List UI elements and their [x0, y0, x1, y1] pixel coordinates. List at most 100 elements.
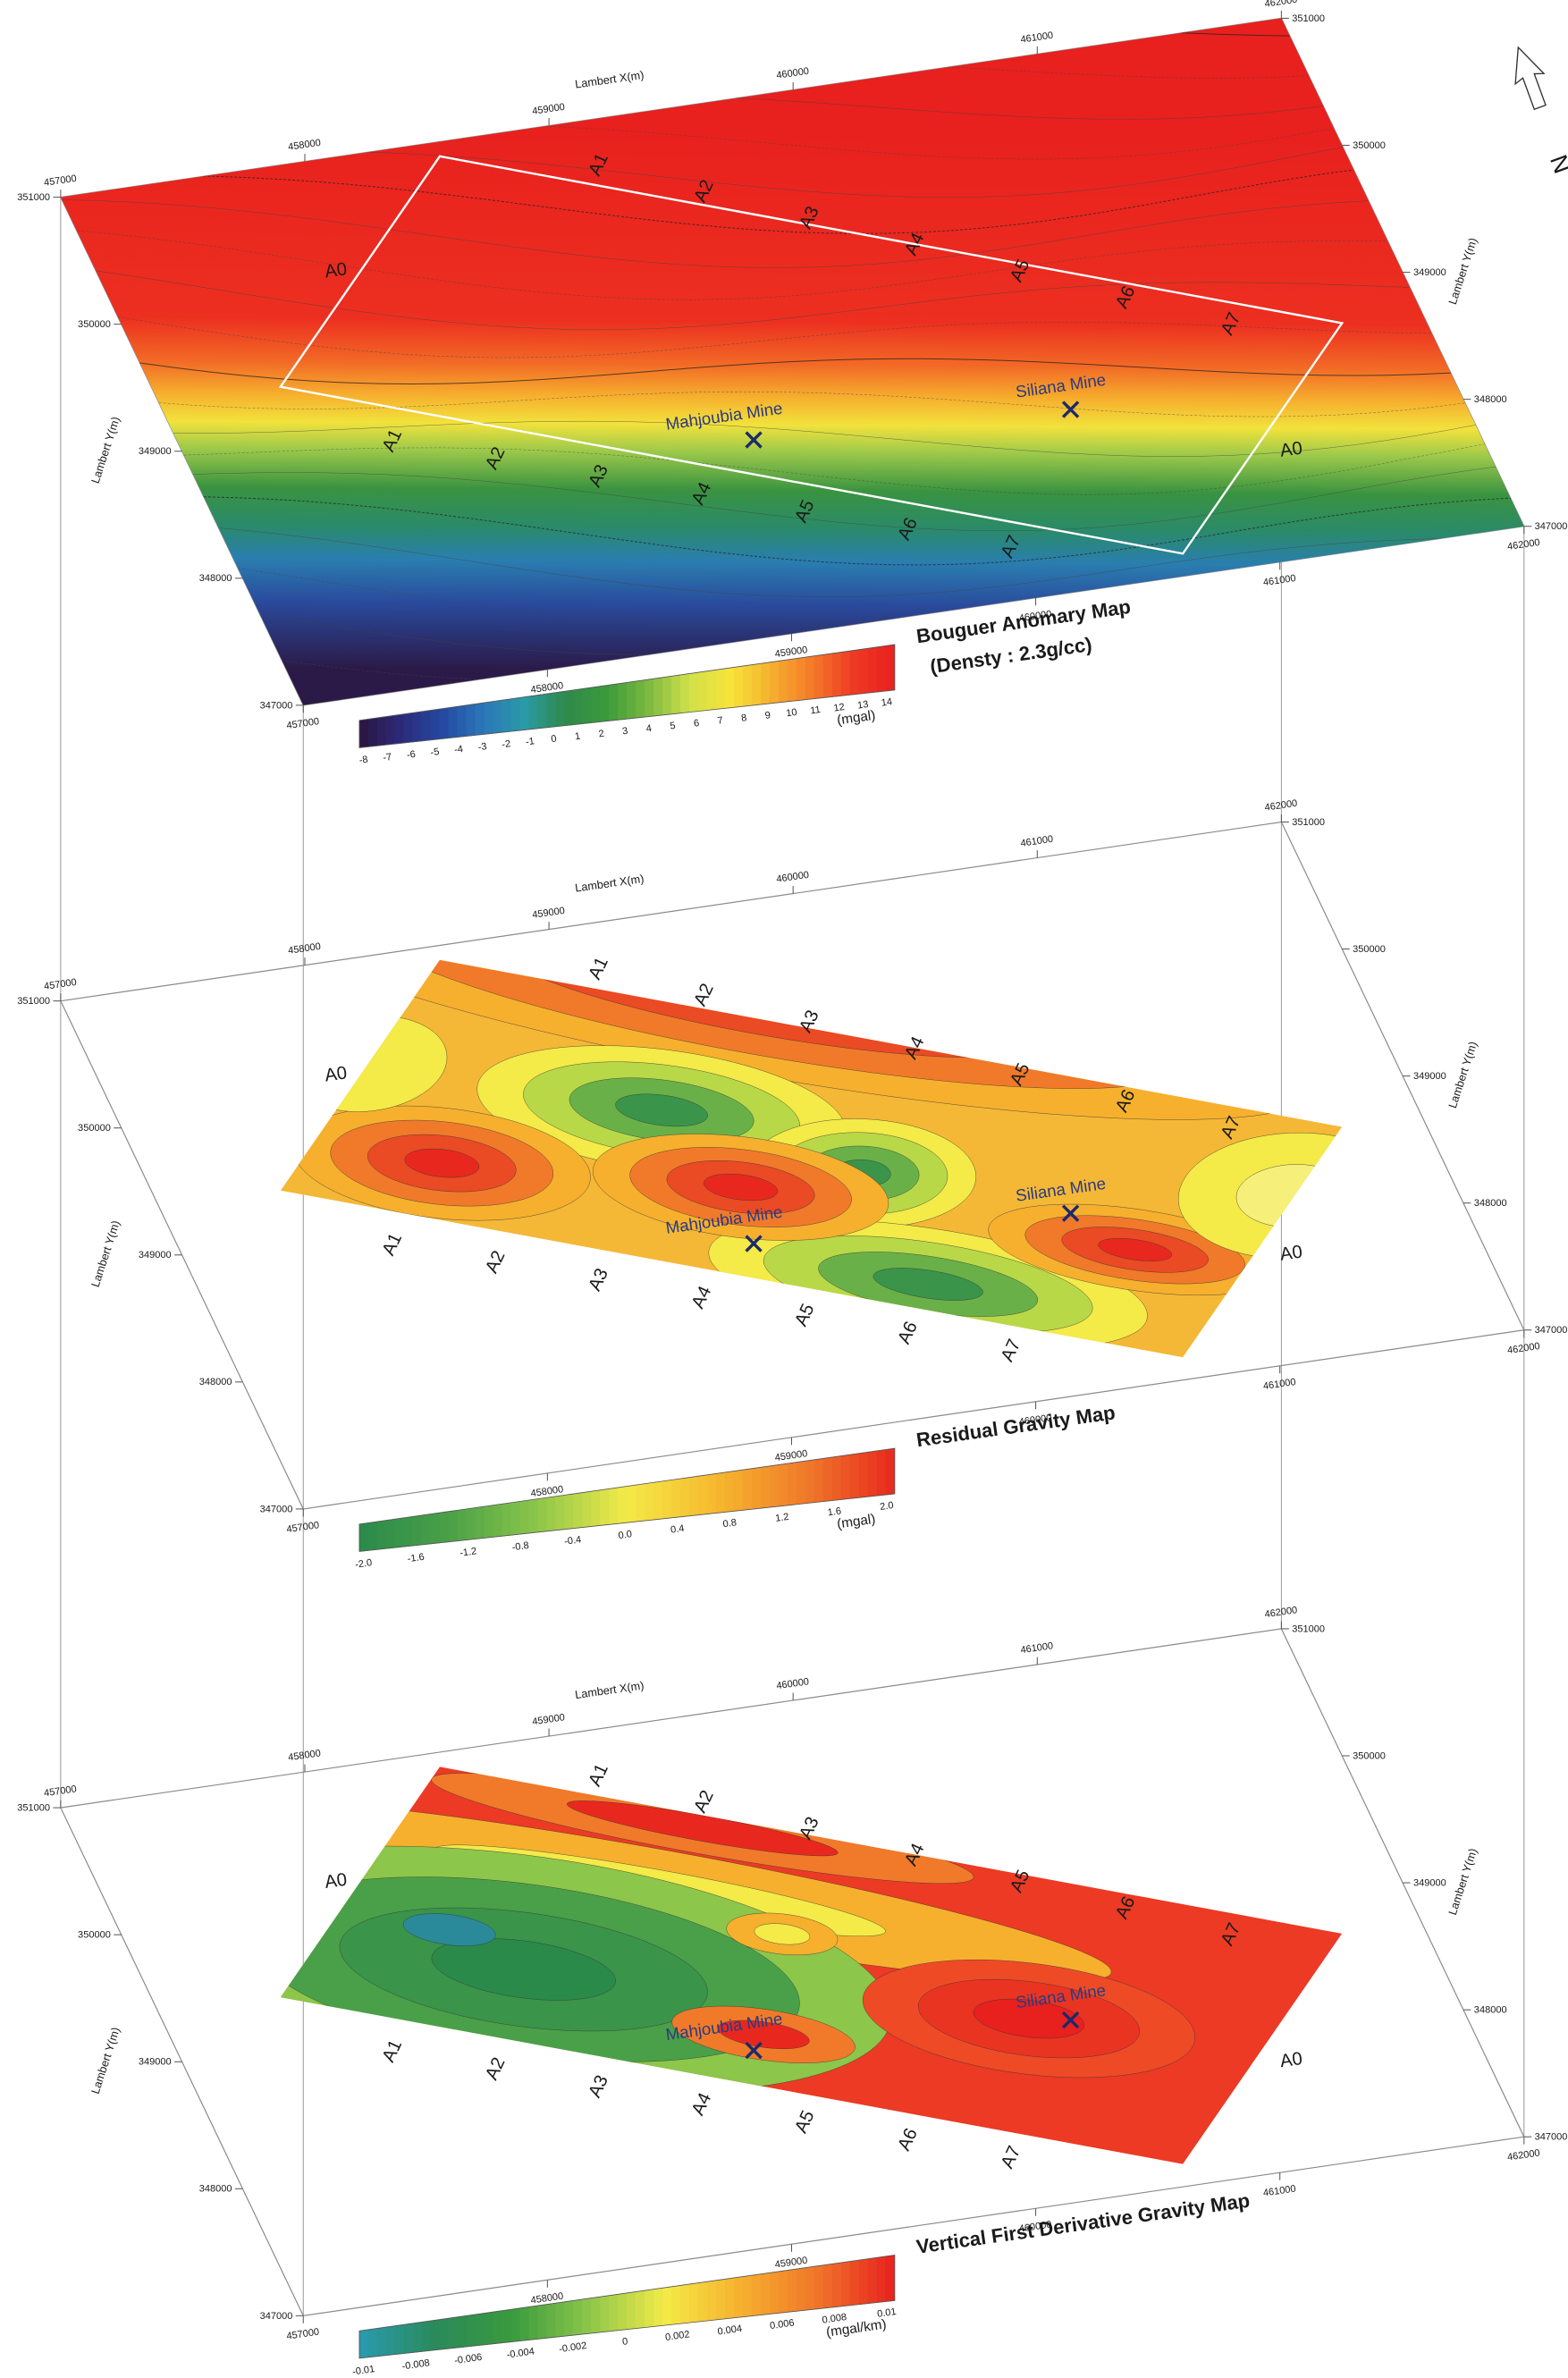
- colorbar-segment: [823, 654, 832, 698]
- colorbar-segment: [743, 1469, 752, 1511]
- colorbar-segment: [485, 2312, 493, 2345]
- colorbar-segment: [422, 711, 431, 741]
- colorbar-segment: [386, 2326, 395, 2356]
- colorbar-segment: [485, 702, 493, 735]
- colorbar-segment: [841, 2262, 850, 2306]
- colorbar-segment: [592, 2297, 601, 2333]
- colorbar-segment: [431, 709, 440, 740]
- colorbar-segment: [359, 2330, 368, 2358]
- colorbar-segment: [583, 2298, 592, 2334]
- colorbar-segment: [627, 1485, 636, 1522]
- colorbar-label: 8: [740, 713, 747, 724]
- y-tick-label: 348000: [1474, 1198, 1507, 1209]
- colorbar-segment: [868, 1451, 877, 1497]
- y-tick-label: 348000: [199, 1377, 232, 1387]
- y-tick-label: 351000: [1292, 1623, 1325, 1634]
- colorbar-label: -2.0: [354, 1557, 372, 1571]
- colorbar-label: 0: [621, 2336, 628, 2348]
- colorbar-segment: [814, 2265, 823, 2309]
- colorbar-segment: [583, 687, 592, 723]
- colorbar: -0.01-0.008-0.006-0.004-0.00200.0020.004…: [351, 2256, 897, 2378]
- colorbar-segment: [805, 656, 814, 700]
- colorbar-label: -0.8: [511, 1540, 529, 1554]
- colorbar-segment: [716, 2279, 725, 2320]
- profile-label: A7: [998, 1337, 1024, 1365]
- colorbar-segment: [449, 2317, 458, 2348]
- x-tick-label: 462000: [1506, 537, 1540, 552]
- colorbar-label: 0.002: [664, 2329, 690, 2343]
- colorbar-segment: [529, 2306, 538, 2340]
- y-tick-label: 349000: [139, 2057, 172, 2068]
- colorbar-segment: [671, 2285, 680, 2324]
- colorbar-segment: [850, 650, 859, 696]
- x-axis-label: Lambert X(m): [574, 872, 645, 895]
- map-surface: [36, 822, 1517, 1405]
- colorbar-segment: [805, 2266, 814, 2310]
- colorbar-segment: [689, 1476, 698, 1516]
- colorbar-segment: [814, 1458, 823, 1502]
- colorbar-label: 0.4: [670, 1523, 685, 1536]
- colorbar-segment: [609, 1488, 618, 1524]
- colorbar-label: 2.0: [880, 1500, 895, 1513]
- colorbar-segment: [600, 2296, 609, 2332]
- colorbar-segment: [662, 676, 671, 714]
- profile-label: A2: [690, 1787, 717, 1816]
- colorbar-label: -0.006: [453, 2352, 483, 2366]
- colorbar-segment: [752, 1467, 761, 1509]
- colorbar-label: -1.2: [459, 1546, 477, 1559]
- colorbar-segment: [502, 1503, 511, 1536]
- x-tick-label: 461000: [1020, 30, 1054, 46]
- profile-label: A0: [1279, 1242, 1304, 1264]
- colorbar-segment: [618, 1486, 627, 1523]
- colorbar-segment: [538, 694, 547, 729]
- colorbar-segment: [449, 706, 458, 738]
- profile-label: A3: [585, 1266, 611, 1294]
- profile-label: A1: [379, 2036, 406, 2065]
- colorbar-segment: [886, 2256, 895, 2302]
- colorbar-segment: [752, 663, 761, 705]
- x-tick-label: 458000: [288, 138, 322, 153]
- x-tick-label: 462000: [1264, 798, 1298, 814]
- colorbar-segment: [565, 2300, 574, 2336]
- colorbar-label: -6: [406, 749, 416, 761]
- map-panel: 4570004570004580004580004590004590004600…: [17, 1605, 1567, 2377]
- y-tick-label: 350000: [1353, 1750, 1386, 1761]
- colorbar-segment: [467, 704, 476, 736]
- x-tick-label: 458000: [288, 1748, 322, 1763]
- colorbar-segment: [529, 696, 538, 729]
- y-tick-label: 349000: [1413, 1877, 1446, 1888]
- colorbar-segment: [761, 2273, 770, 2315]
- profile-label: A2: [482, 1248, 509, 1277]
- colorbar-segment: [653, 1481, 662, 1520]
- colorbar-segment: [440, 1512, 449, 1543]
- y-tick-label: 349000: [139, 446, 172, 457]
- colorbar-segment: [600, 685, 609, 721]
- colorbar-segment: [556, 1495, 565, 1530]
- colorbar-segment: [574, 688, 583, 724]
- colorbar-segment: [832, 653, 841, 697]
- colorbar-label: 9: [764, 710, 771, 721]
- y-axis-label: Lambert Y(m): [1446, 236, 1479, 306]
- colorbar-segment: [850, 1454, 859, 1499]
- x-tick-label: 457000: [43, 173, 77, 189]
- colorbar-segment: [797, 657, 805, 701]
- colorbar-segment: [743, 665, 752, 707]
- colorbar-unit: (mgal): [836, 1512, 876, 1532]
- colorbar-segment: [413, 2322, 422, 2352]
- colorbar-segment: [707, 2281, 716, 2321]
- colorbar-segment: [386, 1519, 395, 1548]
- colorbar-segment: [779, 2270, 788, 2313]
- colorbar-segment: [592, 1490, 601, 1527]
- colorbar-segment: [386, 715, 395, 745]
- y-tick-label: 350000: [1353, 944, 1386, 955]
- colorbar-label: -7: [383, 752, 392, 763]
- y-tick-label: 350000: [78, 1123, 111, 1134]
- profile-label: A6: [895, 2125, 922, 2154]
- colorbar-segment: [832, 1456, 841, 1501]
- x-tick-label: 457000: [286, 2327, 320, 2342]
- colorbar-segment: [609, 2294, 618, 2331]
- colorbar-segment: [520, 2306, 529, 2340]
- y-tick-label: 347000: [260, 2311, 293, 2322]
- colorbar-label: -0.01: [351, 2364, 375, 2377]
- colorbar-segment: [556, 691, 565, 726]
